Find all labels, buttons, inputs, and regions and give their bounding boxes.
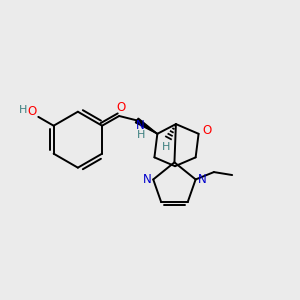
Text: H: H: [136, 130, 145, 140]
Polygon shape: [135, 118, 158, 134]
Text: N: N: [142, 173, 151, 186]
Text: O: O: [27, 105, 37, 119]
Text: N: N: [136, 119, 145, 132]
Text: O: O: [202, 124, 212, 137]
Text: N: N: [198, 173, 206, 186]
Text: H: H: [19, 105, 27, 116]
Text: O: O: [116, 101, 125, 114]
Text: H: H: [162, 142, 170, 152]
